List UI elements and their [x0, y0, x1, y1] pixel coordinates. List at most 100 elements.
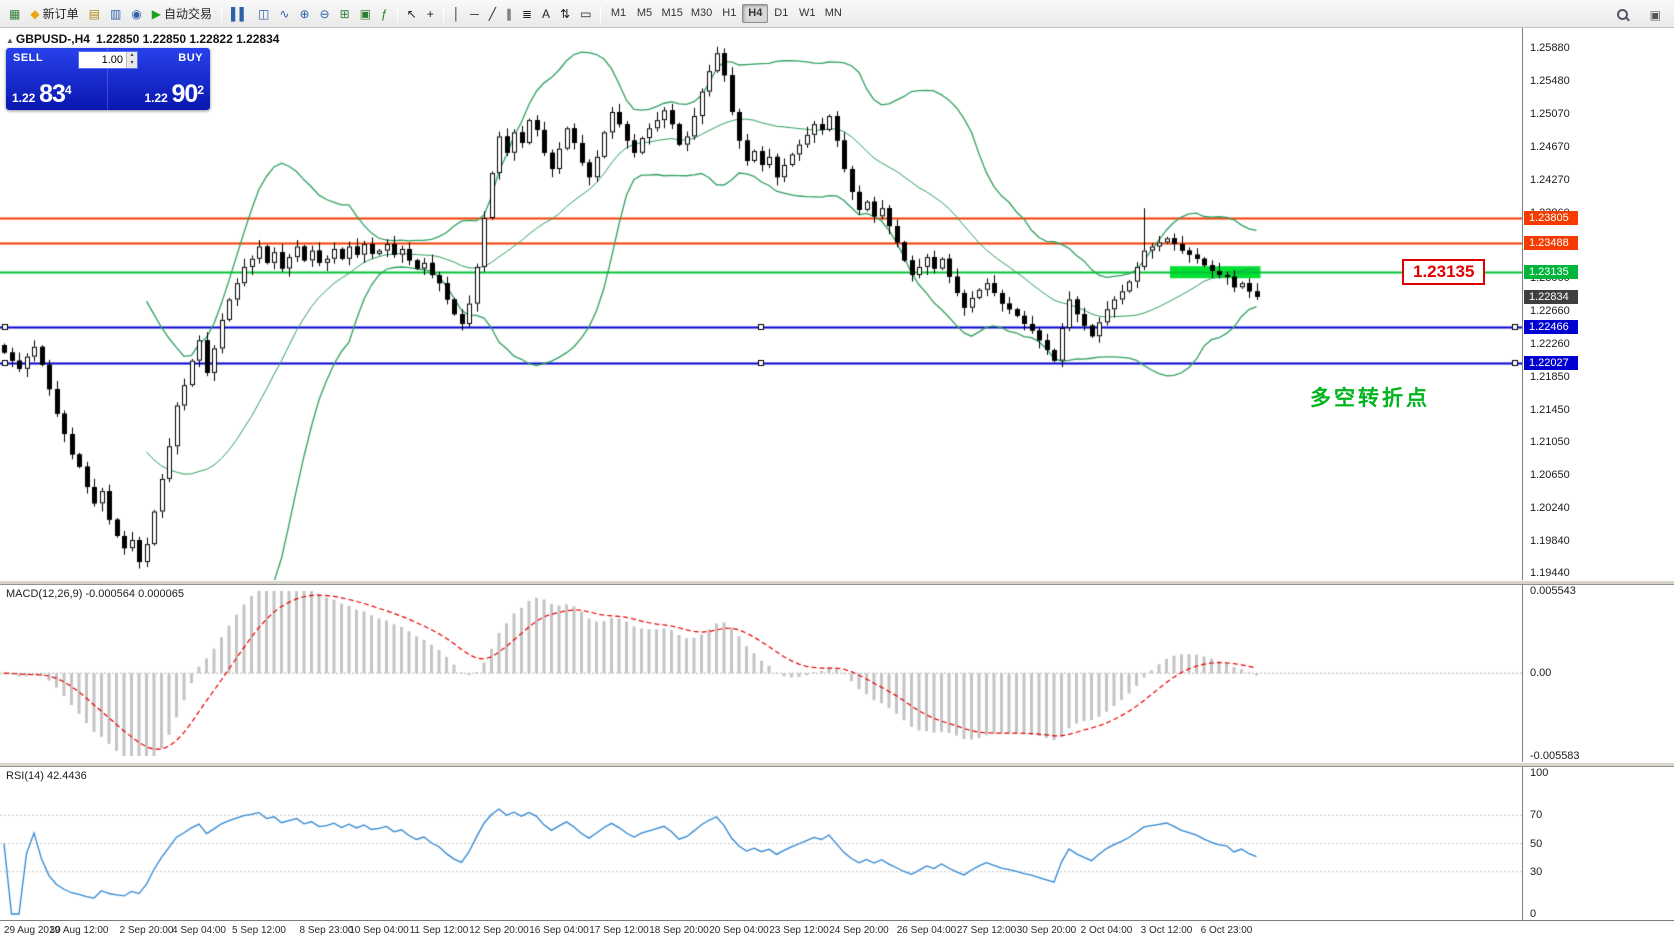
refresh-button[interactable]: ◉: [126, 3, 146, 24]
rsi-axis-label: 30: [1530, 865, 1543, 878]
bar-chart-button[interactable]: ▌▌: [226, 3, 253, 24]
vertical-line-icon: │: [452, 6, 461, 21]
timeframe-w1-button[interactable]: W1: [794, 4, 820, 23]
chart-profiles-button[interactable]: ▤: [84, 3, 105, 24]
symbol-title: GBPUSD-,H4: [15, 32, 90, 46]
chart-note-text[interactable]: 多空转折点: [1310, 387, 1430, 410]
shapes-icon: ▭: [580, 6, 592, 21]
buy-label: BUY: [178, 52, 203, 64]
price-axis[interactable]: 1.25880 1.25480 1.25070 1.24670 1.24270 1.238…: [1522, 28, 1674, 920]
macd-pane[interactable]: [0, 585, 1522, 762]
time-axis-label: 8 Sep 23:00: [299, 925, 354, 936]
price-axis-label: 1.21450: [1530, 403, 1570, 416]
time-axis-label: 18 Sep 20:00: [649, 925, 709, 936]
main-chart-pane[interactable]: [0, 28, 1522, 580]
timeframe-mn-button[interactable]: MN: [820, 4, 846, 23]
indicators-icon: ƒ: [380, 6, 388, 21]
rsi-axis-label: 70: [1530, 809, 1543, 822]
time-axis-label: 2 Sep 20:00: [119, 925, 174, 936]
price-axis-label: 1.20240: [1530, 502, 1570, 515]
price-axis-label: 1.21050: [1530, 436, 1570, 449]
search-icon[interactable]: [1611, 4, 1635, 25]
timeframe-m1-button[interactable]: M1: [605, 4, 631, 23]
timeframe-d1-button[interactable]: D1: [768, 4, 794, 23]
timeframe-m5-button[interactable]: M5: [631, 4, 657, 23]
rsi-pane[interactable]: [0, 767, 1522, 920]
collapse-icon[interactable]: ▲: [6, 36, 14, 45]
toolbar-separator: [221, 4, 223, 23]
text-button[interactable]: A: [537, 3, 555, 24]
volume-increase-button[interactable]: ▴: [127, 52, 137, 60]
indicators-button[interactable]: ƒ: [376, 3, 393, 24]
chart-profiles-icon: ▤: [88, 6, 100, 21]
macd-axis-label: 0.005543: [1530, 585, 1576, 597]
new-order-label: 新订单: [42, 7, 79, 21]
buy-button[interactable]: BUY 1.22 902: [108, 48, 210, 110]
pane-splitter[interactable]: [0, 762, 1674, 767]
toolbar-right-group: ▣: [1611, 4, 1666, 25]
chart-window: 1.25880 1.25480 1.25070 1.24670 1.24270 1.238…: [0, 28, 1674, 950]
rsi-axis-label: 50: [1530, 837, 1543, 850]
sell-label: SELL: [13, 52, 44, 64]
shapes-button[interactable]: ▭: [575, 3, 596, 24]
horizontal-line-button[interactable]: ─: [465, 3, 484, 24]
new-chart-button[interactable]: ▦: [4, 3, 25, 24]
trendline-icon: ╱: [488, 6, 496, 21]
zoom-in-button[interactable]: ⊕: [294, 3, 314, 24]
timeframe-h4-button[interactable]: H4: [742, 4, 769, 23]
cursor-button[interactable]: ↖: [402, 3, 422, 24]
grid-button[interactable]: ⊞: [335, 3, 355, 24]
trendline-button[interactable]: ╱: [484, 3, 501, 24]
price-level-badge: 1.23488: [1524, 236, 1578, 251]
fibonacci-button[interactable]: ≣: [517, 3, 537, 24]
zoom-in-icon: ⊕: [299, 6, 310, 21]
autotrading-button[interactable]: ▶ 自动交易: [147, 3, 217, 24]
candlestick-button[interactable]: ◫: [253, 3, 274, 24]
channel-button[interactable]: ∥: [501, 3, 517, 24]
timeframe-m15-button[interactable]: M15: [657, 4, 686, 23]
rsi-axis-label: 0: [1530, 908, 1537, 920]
text-icon: A: [542, 6, 551, 21]
line-chart-button[interactable]: ∿: [274, 3, 294, 24]
zoom-out-icon: ⊖: [319, 6, 330, 21]
time-axis-label: 3 Oct 12:00: [1140, 925, 1193, 936]
price-axis-label: 1.19840: [1530, 534, 1570, 547]
fibonacci-icon: ≣: [521, 6, 533, 21]
time-axis-label: 11 Sep 12:00: [409, 925, 469, 936]
vertical-line-button[interactable]: │: [448, 3, 466, 24]
volume-decrease-button[interactable]: ▾: [127, 60, 137, 68]
price-callout[interactable]: 1.23135: [1402, 259, 1486, 285]
pane-splitter[interactable]: [0, 580, 1674, 585]
tile-windows-button[interactable]: ▣: [355, 3, 376, 24]
workspace-icon[interactable]: ▣: [1649, 7, 1661, 22]
time-axis-label: 23 Sep 12:00: [769, 925, 829, 936]
new-order-button[interactable]: ◆ 新订单: [25, 3, 83, 24]
price-axis-label: 1.22660: [1530, 304, 1570, 317]
price-axis-label: 1.22260: [1530, 337, 1570, 350]
volume-input[interactable]: 1.00 ▴ ▾: [78, 51, 138, 69]
price-axis-label: 1.25480: [1530, 74, 1570, 87]
macd-axis-label: -0.005583: [1530, 750, 1580, 762]
time-axis-label: 4 Sep 04:00: [172, 925, 226, 936]
time-axis-label: 6 Oct 23:00: [1200, 925, 1253, 936]
price-level-badge: 1.22466: [1524, 319, 1578, 334]
rsi-axis-label: 100: [1530, 767, 1549, 779]
arrows-button[interactable]: ⇅: [555, 3, 575, 24]
sell-button[interactable]: SELL 1.22 834: [6, 48, 108, 110]
time-axis-label: 29 Aug 2019: [3, 925, 61, 936]
time-axis-label: 10 Sep 04:00: [349, 925, 409, 936]
toolbar-separator: [600, 4, 602, 23]
volume-value: 1.00: [101, 54, 123, 66]
crosshair-button[interactable]: +: [422, 3, 439, 24]
price-axis-label: 1.19440: [1530, 567, 1570, 580]
timeframe-h1-button[interactable]: H1: [716, 4, 742, 23]
one-click-trading-panel: SELL 1.22 834 1.00 ▴ ▾ BUY 1.22 902: [6, 48, 210, 110]
market-watch-button[interactable]: ▥: [105, 3, 126, 24]
timeframe-m30-button[interactable]: M30: [687, 4, 716, 23]
price-level-badge: 1.22027: [1524, 355, 1578, 370]
time-axis[interactable]: 29 Aug 2019 30 Aug 12:00 2 Sep 20:00 4 Sep …: [0, 920, 1674, 944]
buy-price: 1.22 902: [144, 80, 204, 108]
tile-windows-icon: ▣: [359, 6, 371, 21]
zoom-out-button[interactable]: ⊖: [315, 3, 335, 24]
time-axis-label: 27 Sep 12:00: [956, 925, 1017, 936]
